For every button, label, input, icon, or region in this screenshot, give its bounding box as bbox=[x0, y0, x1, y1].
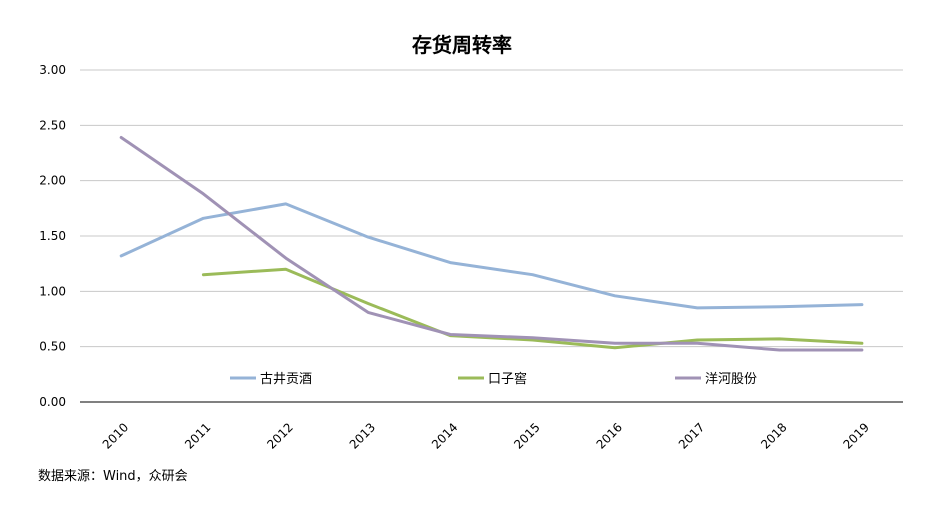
y-tick-label: 2.00 bbox=[39, 174, 66, 188]
gridlines bbox=[80, 69, 903, 348]
series-line-1 bbox=[119, 202, 864, 310]
x-tick-label: 2010 bbox=[100, 420, 131, 451]
x-tick-label: 2013 bbox=[347, 420, 378, 451]
x-tick-label: 2015 bbox=[511, 420, 542, 451]
chart-title: 存货周转率 bbox=[412, 33, 512, 57]
x-tick-label: 2018 bbox=[758, 420, 789, 451]
source-note: 数据来源：Wind，众研会 bbox=[38, 469, 188, 484]
y-tick-label: 2.50 bbox=[39, 118, 66, 132]
y-tick-label: 0.00 bbox=[39, 395, 66, 409]
x-tick-label: 2016 bbox=[594, 420, 625, 451]
series-lines bbox=[119, 136, 864, 352]
x-axis: 2010 2011 2012 2013 2014 2015 2016 2017 2018 2019 bbox=[80, 401, 903, 452]
y-axis: 0.00 0.50 1.00 1.50 2.00 2.50 3.00 bbox=[39, 63, 66, 409]
y-tick-label: 0.50 bbox=[39, 340, 66, 354]
series-line-3 bbox=[119, 136, 864, 352]
x-tick-label: 2014 bbox=[429, 420, 460, 451]
y-tick-label: 1.00 bbox=[39, 284, 66, 298]
legend-label: 古井贡酒 bbox=[260, 372, 312, 387]
series-line-2 bbox=[201, 267, 864, 350]
x-tick-label: 2019 bbox=[840, 420, 871, 451]
line-chart: 存货周转率 0.000.501.001.502.002.503.00 2010 2… bbox=[39, 33, 903, 452]
legend-label: 洋河股份 bbox=[705, 372, 757, 387]
y-tick-label: 3.00 bbox=[39, 63, 66, 77]
x-tick-label: 2012 bbox=[264, 420, 295, 451]
legend-label: 口子窖 bbox=[488, 371, 527, 387]
y-tick-label: 1.50 bbox=[39, 229, 66, 243]
x-tick-label: 2011 bbox=[182, 420, 213, 451]
x-tick-label: 2017 bbox=[676, 420, 707, 451]
legend: 古井贡酒 口子窖 洋河股份 bbox=[230, 371, 757, 387]
